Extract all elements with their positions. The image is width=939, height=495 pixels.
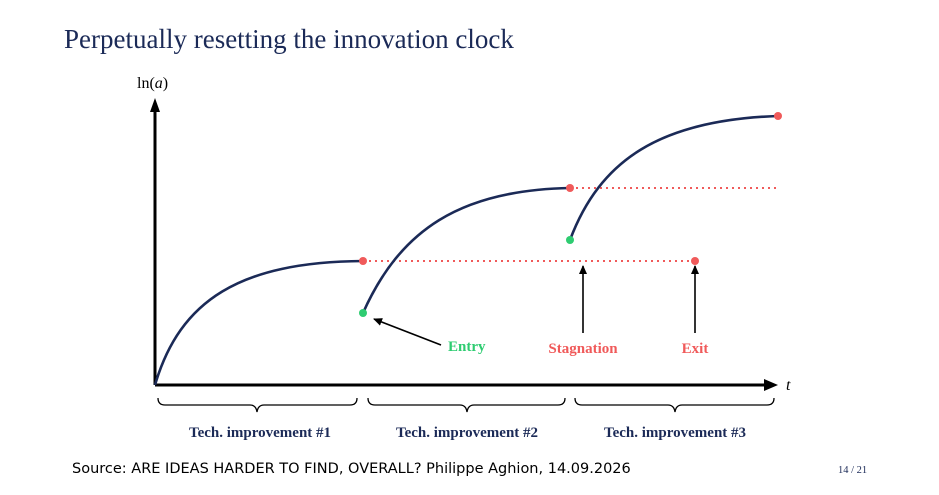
y-axis-label: ln(a): [137, 75, 168, 92]
axes: [150, 98, 778, 391]
stagnation-dot-1: [359, 257, 367, 265]
entry-arrow: [373, 318, 442, 346]
brace-phase-1: [157, 397, 358, 413]
exit-dot: [691, 257, 699, 265]
y-axis-arrowhead: [150, 98, 160, 112]
slide-title: Perpetually resetting the innovation clo…: [64, 24, 514, 54]
stagnation-dot-3: [774, 112, 782, 120]
phase-label-1: Tech. improvement #1: [189, 425, 331, 441]
x-axis-label: t: [786, 377, 791, 394]
brace-phase-3: [574, 397, 775, 413]
entry-dot-1: [359, 309, 367, 317]
exit-label: Exit: [682, 341, 709, 357]
growth-curve-3: [568, 114, 779, 241]
growth-curve-1: [153, 259, 364, 386]
x-axis-arrowhead: [764, 379, 778, 391]
phase-label-3: Tech. improvement #3: [604, 425, 746, 441]
growth-curve-2: [361, 186, 571, 314]
page-number: 14 / 21: [838, 465, 868, 476]
stagnation-label: Stagnation: [548, 341, 618, 357]
source-citation: Source: ARE IDEAS HARDER TO FIND, OVERAL…: [72, 461, 631, 477]
stagnation-dot-2: [566, 184, 574, 192]
phase-label-2: Tech. improvement #2: [396, 425, 538, 441]
entry-dot-2: [566, 236, 574, 244]
brace-phase-2: [367, 397, 566, 413]
entry-label: Entry: [448, 339, 486, 355]
